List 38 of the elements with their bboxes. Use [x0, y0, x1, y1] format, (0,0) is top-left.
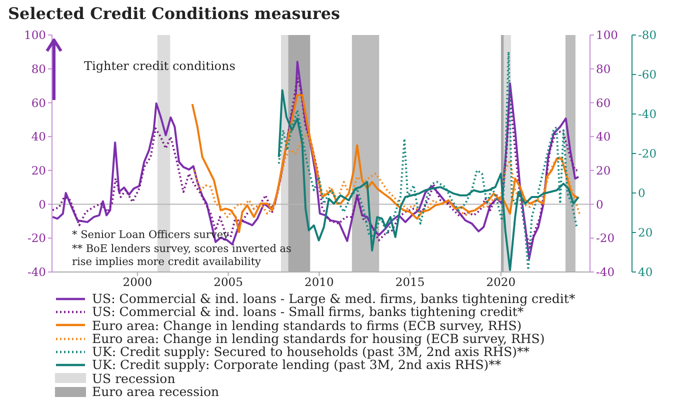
y-tick-label: 20 [31, 164, 46, 178]
legend-label: US: Commercial & ind. loans - Large & med. firms, banks tightening credit* [92, 291, 576, 306]
line-series [192, 132, 580, 218]
y-tick-label: 0 [38, 197, 46, 212]
y-tick-label: 60 [31, 96, 46, 110]
y3-tick-label: -60 [638, 68, 657, 82]
y-tick-label: -20 [27, 231, 46, 246]
line-series [278, 50, 578, 272]
legend-label: Euro area recession [92, 384, 220, 400]
chart-title: Selected Credit Conditions measures [8, 4, 340, 23]
legend-label: US recession [92, 370, 176, 386]
y-tick-label: 80 [31, 62, 46, 76]
y2-tick-label: 80 [596, 62, 611, 76]
y2-tick-label: 40 [596, 130, 611, 144]
legend-label: Euro area: Change in lending standards to firms (ECB survey, RHS) [92, 318, 522, 333]
y2-tick-label: 60 [596, 96, 611, 110]
y3-tick-label: 20 [638, 226, 653, 240]
y3-tick-label: -80 [638, 28, 657, 42]
y2-tick-label: -40 [596, 265, 615, 280]
x-tick-label: 2005 [214, 275, 243, 290]
x-tick-label: 2010 [304, 275, 334, 290]
y3-tick-label: -20 [638, 146, 657, 161]
annotation: ** BoE lenders survey, scores inverted as rise implies more credit availability [72, 242, 292, 270]
y-tick-label: 40 [31, 130, 46, 144]
y-tick-label: 100 [24, 28, 46, 42]
y3-tick-label: -40 [638, 107, 657, 122]
line-series [191, 94, 580, 234]
y2-tick-label: -20 [596, 231, 615, 246]
y3-tick-label: 0 [638, 186, 646, 200]
x-tick-label: 2000 [122, 275, 152, 290]
y-tick-label: -40 [27, 265, 46, 280]
annotation: Tighter credit conditions [84, 59, 236, 73]
x-tick-label: 2015 [395, 275, 425, 290]
y3-tick-label: 40 [638, 265, 653, 280]
y2-tick-label: 0 [596, 197, 604, 212]
y2-tick-label: 20 [596, 164, 611, 178]
x-tick-label: 2020 [486, 275, 516, 290]
y2-tick-label: 100 [596, 28, 618, 42]
